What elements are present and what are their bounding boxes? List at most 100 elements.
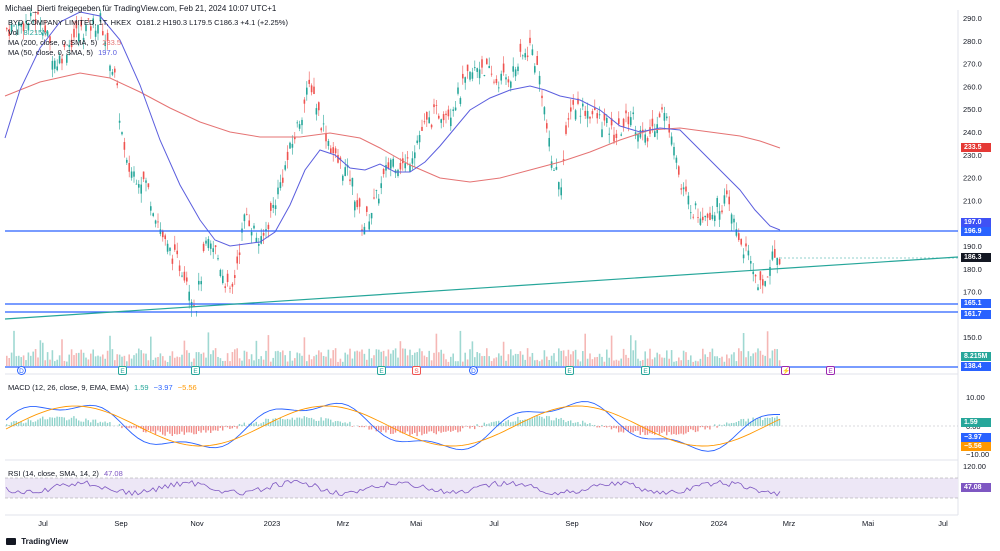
price-tick-label: 280.0 (963, 37, 982, 46)
candle-body (332, 147, 334, 154)
candle-body (742, 254, 745, 259)
legend-symbol[interactable]: BYD COMPANY LIMITED, 1T, HKEX O181.2 H19… (8, 18, 288, 27)
candle-body (392, 158, 394, 167)
volume-bar (613, 360, 615, 366)
candle-body (757, 287, 759, 291)
volume-bar (188, 352, 190, 366)
volume-bar (411, 355, 414, 366)
badge-ma200: 233.5 (961, 143, 991, 152)
volume-bar (586, 358, 589, 366)
event-marker[interactable]: ⚡ (781, 366, 791, 375)
macd-histogram-bar (291, 417, 293, 426)
candle-body (738, 233, 740, 240)
candle-body (370, 212, 373, 219)
macd-histogram-bar (250, 423, 253, 426)
candle-body (286, 151, 289, 160)
macd-signal-value: −5.56 (177, 383, 197, 392)
macd-histogram-bar (145, 426, 147, 433)
volume-bar (721, 356, 723, 366)
candle-body (159, 229, 162, 234)
volume-bar (730, 354, 733, 366)
candle-body (298, 124, 301, 129)
macd-tick-label: 10.00 (966, 393, 985, 402)
macd-histogram-bar (330, 419, 332, 426)
candle-body (85, 25, 87, 32)
rsi-label: RSI (14, close, SMA, 14, 2) (8, 469, 99, 478)
macd-histogram-bar (147, 426, 149, 431)
event-marker[interactable]: E (826, 366, 835, 375)
time-tick-label: Jul (938, 519, 948, 528)
macd-histogram-bar (303, 416, 305, 426)
macd-histogram-bar (618, 426, 620, 433)
volume-bar (248, 359, 250, 366)
volume-bar (498, 353, 500, 366)
volume-bar (126, 361, 128, 366)
macd-histogram-bar (608, 426, 610, 427)
macd-histogram-bar (548, 416, 550, 426)
candle-body (505, 77, 507, 80)
macd-histogram-bar (104, 421, 106, 426)
volume-bar (368, 348, 370, 366)
volume-bar (44, 360, 46, 366)
volume-bar (315, 354, 318, 366)
volume-bar (685, 352, 687, 366)
legend-macd[interactable]: MACD (12, 26, close, 9, EMA, EMA) 1.59 −… (8, 383, 197, 392)
macd-histogram-bar (46, 419, 49, 426)
macd-histogram-bar (361, 426, 363, 428)
event-marker[interactable]: D (17, 366, 26, 375)
legend-rsi[interactable]: RSI (14, close, SMA, 14, 2) 47.08 (8, 469, 123, 478)
macd-histogram-bar (598, 426, 601, 428)
event-marker[interactable]: S (412, 366, 421, 375)
candle-body (10, 24, 13, 33)
volume-bar (541, 359, 543, 366)
candle-body (654, 131, 656, 137)
volume-bar (740, 351, 742, 366)
volume-bar (291, 360, 294, 366)
candle-body (406, 157, 409, 159)
volume-bar (200, 353, 202, 366)
event-marker[interactable]: E (118, 366, 127, 375)
volume-bar (10, 352, 13, 366)
volume-bar (591, 359, 594, 366)
macd-histogram-bar (735, 422, 737, 426)
macd-histogram-bar (68, 419, 70, 426)
macd-histogram-bar (714, 424, 716, 426)
macd-histogram-bar (217, 426, 219, 431)
volume-bar (322, 355, 325, 366)
candle-body (126, 159, 128, 163)
tradingview-logo[interactable]: TradingView (6, 537, 68, 546)
macd-histogram-bar (541, 416, 543, 426)
candle-body (322, 123, 325, 125)
event-marker[interactable]: E (565, 366, 574, 375)
candle-body (500, 73, 502, 81)
macd-histogram-bar (267, 418, 269, 426)
volume-bar (219, 358, 222, 366)
candle-body (747, 250, 750, 256)
legend-ma50[interactable]: MA (50, close, 0, SMA, 5) 197.0 (8, 48, 117, 57)
volume-bar (774, 348, 776, 366)
macd-histogram-bar (694, 426, 697, 433)
volume-bar (632, 350, 634, 366)
event-marker[interactable]: E (377, 366, 386, 375)
volume-bar (183, 340, 186, 366)
macd-histogram-bar (121, 426, 123, 429)
badge-ma50: 197.0 (961, 218, 991, 227)
volume-bar (90, 353, 92, 366)
macd-histogram-bar (582, 420, 584, 426)
volume-bar (500, 355, 502, 366)
volume-bar (428, 350, 430, 366)
event-marker[interactable]: D (469, 366, 478, 375)
volume-bar (190, 361, 193, 366)
macd-histogram-bar (322, 420, 325, 426)
legend-volume[interactable]: Vol 8.215M (8, 28, 49, 37)
volume-bar (464, 352, 466, 366)
event-marker[interactable]: E (641, 366, 650, 375)
volume-bar (229, 361, 231, 366)
legend-ma200[interactable]: MA (200, close, 0, SMA, 5) 233.5 (8, 38, 121, 47)
candle-body (620, 134, 622, 136)
candle-body (618, 118, 620, 124)
event-marker[interactable]: E (191, 366, 200, 375)
macd-histogram-bar (738, 420, 740, 426)
volume-bar (186, 350, 188, 366)
